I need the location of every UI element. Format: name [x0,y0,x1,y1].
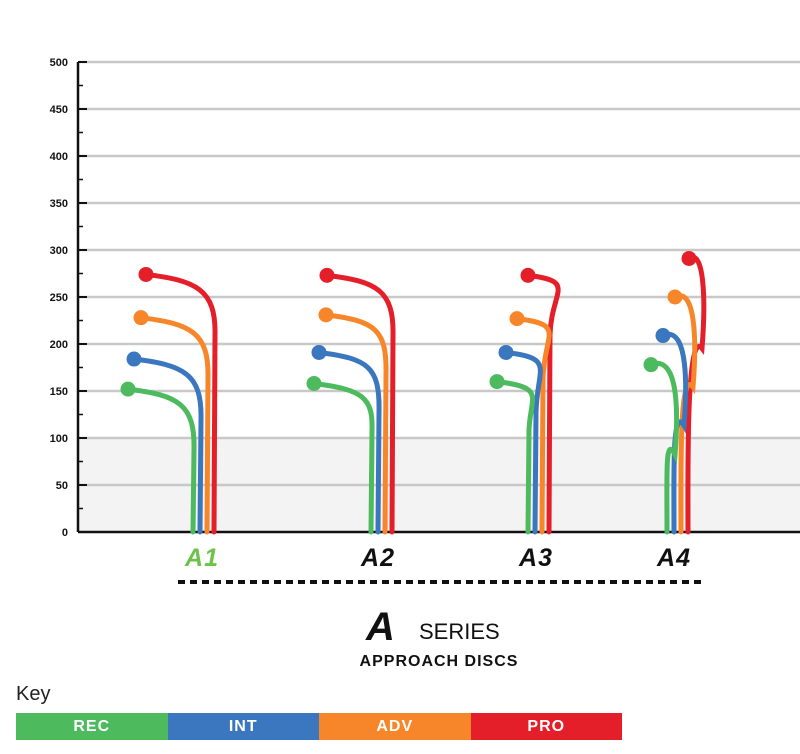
chart-subtitle: APPROACH DISCS [360,653,519,670]
flight-path-int [316,349,382,535]
flight-paths [120,250,707,535]
flight-path-pro [685,254,707,535]
flight-point-adv [318,307,334,323]
flight-point-pro [319,267,335,283]
disc-label-a2: A2 [360,544,395,572]
flight-path-int [660,331,689,535]
key-bar: REC INT ADV PRO [16,713,622,740]
flight-path-adv [323,312,389,535]
y-tick-label: 0 [62,527,68,539]
flight-path-pro [143,271,218,535]
y-tick-label: 100 [50,433,68,445]
flight-point-adv [509,311,525,327]
flight-point-rec [489,374,505,390]
flight-point-int [311,344,327,360]
disc-label-a4: A4 [656,544,691,572]
flight-point-adv [667,289,683,305]
flight-point-pro [681,250,697,266]
series-word: SERIES [419,619,500,644]
flight-path-int [131,356,204,535]
disc-label-a1: A1 [184,544,219,572]
flight-point-int [126,351,142,367]
disc-label-a3: A3 [518,544,553,572]
y-tick-label: 500 [50,57,68,69]
y-tick-label: 300 [50,245,68,257]
flight-path-rec [125,386,197,535]
flight-point-rec [120,381,136,397]
disc-labels: A1 A2 A3 A4 [184,544,691,572]
flight-point-rec [306,375,322,391]
key-adv: ADV [319,713,471,740]
flight-path-pro [324,272,396,535]
y-tick-label: 150 [50,386,68,398]
y-tick-label: 400 [50,151,68,163]
key-int: INT [167,713,319,740]
flight-path-adv [672,293,698,535]
flight-point-adv [133,310,149,326]
y-tick-label: 200 [50,339,68,351]
grid-lines [78,60,800,487]
flight-path-rec [311,380,375,535]
flight-path-rec [494,379,535,535]
y-tick-label: 50 [56,480,68,492]
y-tick-label: 450 [50,104,68,116]
flight-path-rec [648,360,680,535]
flight-point-pro [520,267,536,283]
flight-point-rec [643,357,659,373]
key-pro: PRO [470,713,622,740]
flight-path-int [503,349,543,535]
series-logo: A [365,605,395,649]
key-title: Key [16,683,51,705]
flight-point-pro [138,266,154,282]
key-rec: REC [16,713,168,740]
flight-path-adv [138,315,211,535]
flight-point-int [655,328,671,344]
y-tick-label: 350 [50,198,68,210]
flight-path-adv [514,316,552,535]
y-tick-label: 250 [50,292,68,304]
flight-point-int [498,344,514,360]
